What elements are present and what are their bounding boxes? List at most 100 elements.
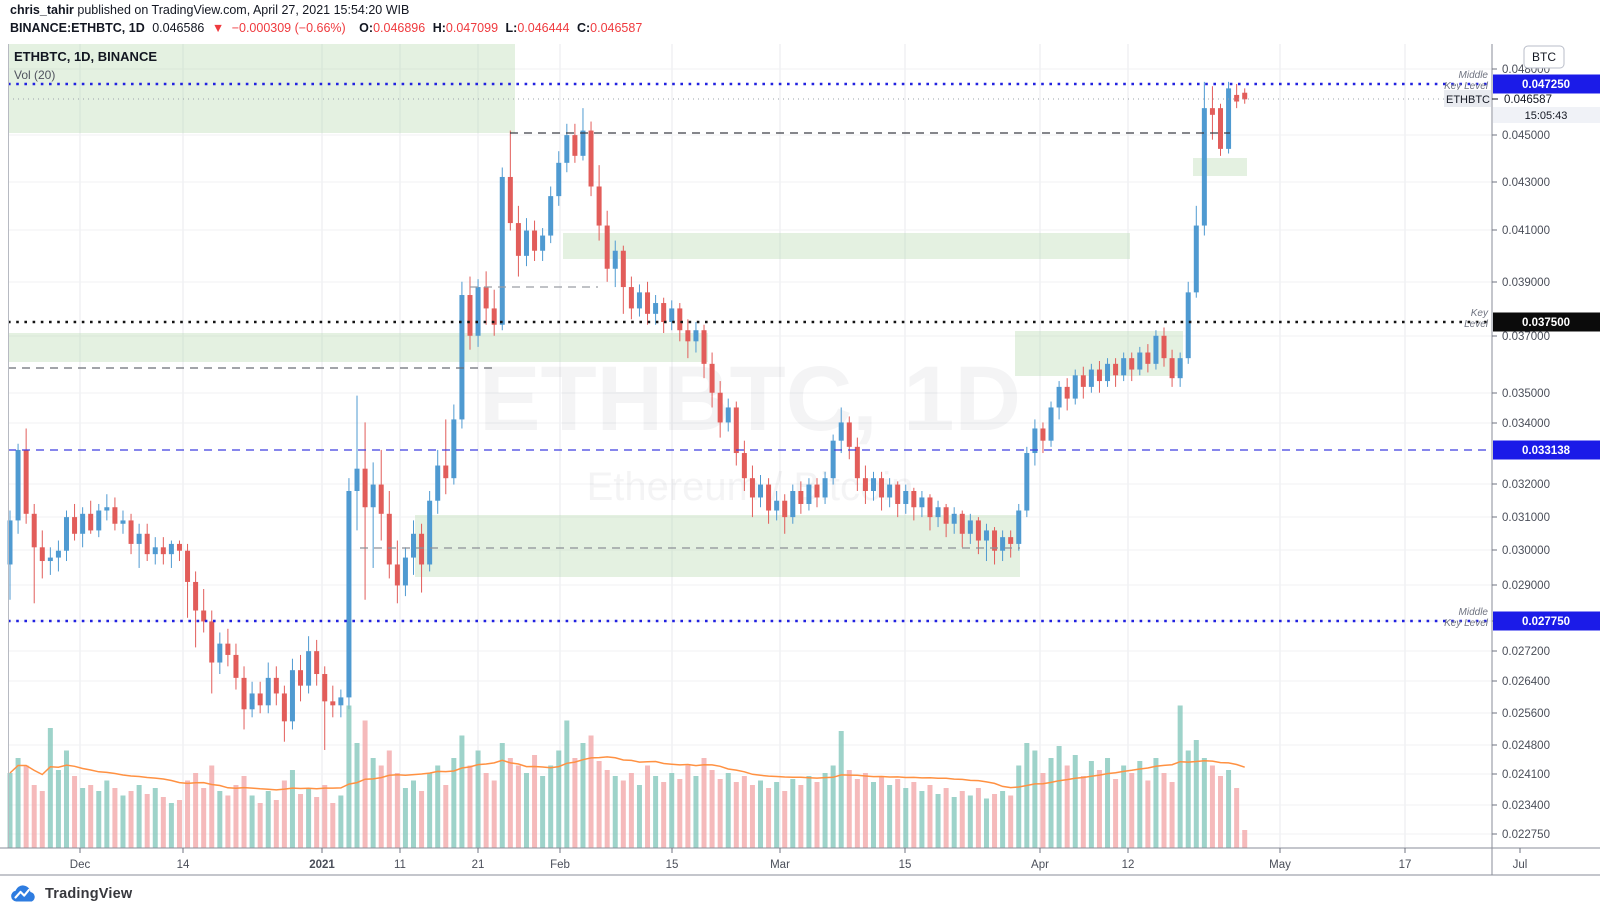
candle-down [193, 581, 199, 611]
price-tick-label: 0.041000 [1502, 225, 1550, 237]
volume-bar-up [499, 743, 505, 848]
candle-down [620, 250, 626, 288]
volume-bar-up [669, 773, 675, 848]
candle-up [427, 500, 433, 565]
volume-bar-down [854, 779, 860, 848]
candle-down [572, 135, 578, 156]
volume-bar-down [604, 770, 610, 848]
volume-bar-down [1064, 765, 1070, 848]
volume-bar-up [983, 798, 989, 848]
volume-bar-up [1105, 758, 1111, 848]
tradingview-logo[interactable]: TradingView [10, 884, 132, 903]
price-tick-label: 0.029000 [1502, 580, 1550, 592]
candle-up [983, 530, 989, 541]
candle-up [217, 643, 223, 663]
candle-up [402, 557, 408, 586]
candle-up [1048, 407, 1054, 441]
legend-volume-indicator[interactable]: Vol (20) [14, 68, 56, 82]
candle-down [491, 308, 497, 325]
time-tick-label: 15 [899, 859, 912, 871]
volume-bar-up [47, 728, 53, 848]
candle-up [1226, 88, 1232, 149]
volume-bar-down [911, 782, 917, 848]
legend-symbol[interactable]: ETHBTC, 1D, BINANCE [14, 49, 158, 64]
volume-bar-down [1129, 773, 1135, 848]
volume-bar-up [903, 788, 909, 848]
candle-down [1113, 363, 1119, 376]
volume-bar-up [1056, 746, 1062, 848]
high-value: 0.047099 [445, 21, 499, 35]
volume-bar-down [588, 735, 594, 848]
support-resistance-zone[interactable] [8, 44, 515, 133]
candle-up [80, 513, 86, 534]
price-tick-label: 0.026400 [1502, 676, 1550, 688]
volume-bar-down [330, 803, 336, 848]
candle-down [814, 484, 820, 498]
candle-down [717, 392, 723, 423]
volume-bar-down [677, 779, 683, 848]
volume-bar-up [1016, 765, 1022, 848]
candle-up [822, 478, 828, 498]
symbol-title: BINANCE:ETHBTC, 1D [10, 21, 145, 35]
volume-bar-up [806, 776, 812, 848]
time-axis[interactable]: Dec 14 2021 11 21 Feb 15 Mar 15 Apr 12 May 17 Jul [70, 848, 1528, 871]
candle-down [661, 303, 667, 322]
candle-down [854, 446, 860, 479]
support-resistance-zone[interactable] [1193, 158, 1247, 176]
candle-up [838, 422, 844, 441]
candle-up [168, 543, 174, 555]
volume-bar-down [701, 758, 707, 848]
candle-up [265, 677, 271, 706]
volume-bar-down [1169, 782, 1175, 848]
candle-down [1209, 108, 1215, 115]
candle-up [120, 520, 126, 524]
candle-down [88, 513, 94, 531]
support-resistance-zone[interactable] [8, 333, 708, 362]
volume-bar-down [1234, 788, 1240, 848]
chart-legend[interactable]: ETHBTC, 1D, BINANCE Vol (20) [14, 49, 157, 85]
volume-bar-down [1242, 830, 1248, 848]
candle-series [7, 81, 1248, 750]
candle-down [943, 507, 949, 524]
candle-up [1185, 292, 1191, 359]
candle-down [733, 407, 739, 454]
volume-bar-up [1193, 740, 1199, 848]
candle-down [362, 468, 368, 508]
candle-down [645, 292, 651, 314]
volume-bar-down [943, 788, 949, 848]
price-tick-label: 0.032000 [1502, 479, 1550, 491]
volume-bar-up [1226, 770, 1232, 848]
volume-bar-down [1096, 770, 1102, 848]
level-annotation: Key [1471, 308, 1489, 319]
volume-bar-down [144, 794, 150, 848]
time-tick-label: 15 [666, 859, 679, 871]
volume-bar-down [1145, 780, 1151, 848]
candle-up [903, 490, 909, 504]
price-tick-label: 0.035000 [1502, 388, 1550, 400]
volume-bar-up [887, 785, 893, 848]
candle-down [1145, 352, 1151, 364]
volume-bar-up [152, 788, 158, 848]
support-resistance-zone[interactable] [563, 233, 1130, 259]
volume-bar-up [451, 758, 457, 848]
candle-down [72, 517, 78, 534]
volume-bar-down [160, 797, 166, 848]
volume-bar-up [758, 780, 764, 848]
candle-down [879, 478, 885, 498]
volume-series [7, 705, 1248, 848]
volume-bar-up [1072, 755, 1078, 848]
price-axis[interactable]: 0.0480000.0450000.0430000.0410000.039000… [1444, 45, 1600, 841]
volume-bar-up [96, 791, 102, 848]
volume-bar-down [749, 785, 755, 848]
volume-bar-up [636, 785, 642, 848]
support-resistance-zone[interactable] [415, 515, 1020, 577]
time-tick-label: 12 [1122, 859, 1135, 871]
candle-up [306, 651, 312, 686]
volume-bar-up [790, 779, 796, 848]
time-tick-label: May [1269, 859, 1291, 871]
volume-bar-up [411, 780, 416, 848]
candle-down [685, 330, 691, 342]
currency-button[interactable] [1523, 45, 1565, 69]
price-chart-pane[interactable]: ETHBTC, 1D Ethereum / Bitcoin Middle Key Le… [0, 44, 1600, 923]
